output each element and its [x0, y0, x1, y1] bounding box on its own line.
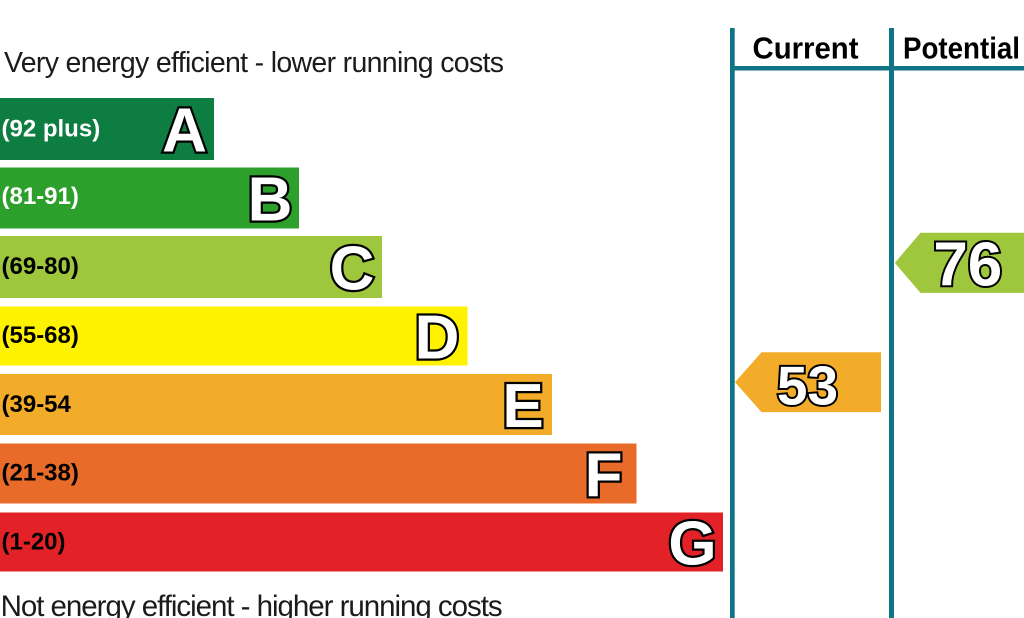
svg-text:Potential: Potential — [903, 31, 1020, 65]
svg-text:53: 53 — [777, 355, 838, 417]
svg-text:A: A — [162, 97, 207, 166]
svg-text:E: E — [502, 372, 543, 441]
svg-text:Very energy efficient - lower: Very energy efficient - lower running co… — [4, 47, 504, 79]
svg-text:76: 76 — [933, 231, 1002, 300]
svg-text:(81-91): (81-91) — [2, 183, 79, 210]
svg-text:D: D — [415, 304, 460, 373]
svg-text:(21-38): (21-38) — [2, 460, 79, 487]
svg-text:(69-80): (69-80) — [2, 253, 79, 280]
svg-text:B: B — [248, 166, 293, 235]
svg-text:C: C — [330, 235, 375, 304]
svg-text:Current: Current — [753, 31, 859, 65]
svg-text:(55-68): (55-68) — [2, 322, 79, 349]
svg-text:(39-54: (39-54 — [2, 391, 72, 418]
svg-text:Not energy efficient - higher: Not energy efficient - higher running co… — [1, 590, 503, 618]
svg-text:F: F — [585, 441, 623, 510]
svg-text:G: G — [668, 510, 716, 579]
svg-text:(92 plus): (92 plus) — [2, 116, 101, 143]
svg-text:(1-20): (1-20) — [2, 529, 66, 556]
